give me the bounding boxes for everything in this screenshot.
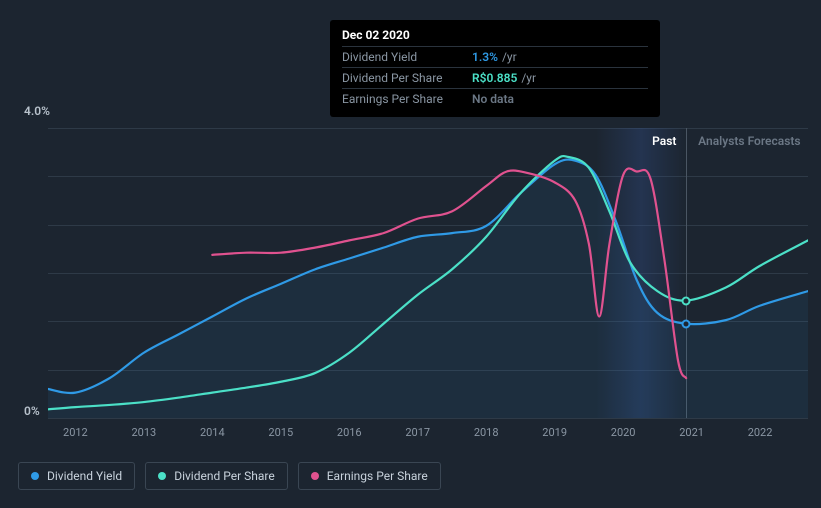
y-axis-max-label: 4.0% — [24, 104, 50, 118]
series-area — [48, 160, 808, 418]
tooltip-suffix: /yr — [521, 71, 536, 85]
tooltip-value: R$0.885 — [472, 71, 517, 85]
x-tick: 2022 — [748, 426, 773, 439]
chart-svg — [48, 128, 808, 418]
tooltip-row: Earnings Per ShareNo data — [342, 88, 648, 109]
x-tick: 2012 — [63, 426, 88, 439]
tooltip-key: Dividend Yield — [342, 50, 472, 64]
legend-label: Dividend Per Share — [174, 469, 275, 483]
series-marker — [682, 296, 691, 305]
tooltip-date: Dec 02 2020 — [342, 28, 648, 46]
gridline — [48, 418, 808, 419]
y-axis-min-label: 0% — [24, 404, 40, 418]
x-tick: 2016 — [337, 426, 362, 439]
tooltip-key: Dividend Per Share — [342, 71, 472, 85]
legend-label: Earnings Per Share — [327, 469, 428, 483]
legend-dot-icon — [158, 472, 166, 480]
legend: Dividend Yield Dividend Per Share Earnin… — [18, 462, 441, 490]
legend-item-dividend-per-share[interactable]: Dividend Per Share — [145, 462, 288, 490]
legend-dot-icon — [311, 472, 319, 480]
tooltip-row: Dividend Per ShareR$0.885/yr — [342, 67, 648, 88]
x-tick: 2013 — [131, 426, 156, 439]
x-tick: 2017 — [405, 426, 430, 439]
x-tick: 2015 — [268, 426, 293, 439]
x-tick: 2020 — [611, 426, 636, 439]
plot-area[interactable]: PastAnalysts Forecasts — [48, 128, 808, 418]
tooltip-suffix: /yr — [502, 50, 517, 64]
legend-label: Dividend Yield — [47, 469, 122, 483]
x-tick: 2018 — [474, 426, 499, 439]
legend-dot-icon — [31, 472, 39, 480]
x-tick: 2021 — [679, 426, 704, 439]
legend-item-dividend-yield[interactable]: Dividend Yield — [18, 462, 135, 490]
tooltip-value: 1.3% — [472, 50, 498, 64]
tooltip-row: Dividend Yield1.3% /yr — [342, 46, 648, 67]
legend-item-earnings-per-share[interactable]: Earnings Per Share — [298, 462, 441, 490]
tooltip-value: No data — [472, 92, 514, 106]
chart-container: 4.0% 0% PastAnalysts Forecasts 201220132… — [18, 100, 808, 450]
x-tick: 2014 — [200, 426, 225, 439]
tooltip-key: Earnings Per Share — [342, 92, 472, 106]
x-tick: 2019 — [542, 426, 567, 439]
series-marker — [682, 319, 691, 328]
tooltip: Dec 02 2020 Dividend Yield1.3%/yrDividen… — [330, 20, 660, 117]
x-axis: 2012 2013 2014 2015 2016 2017 2018 2019 2020 2021… — [48, 426, 808, 446]
